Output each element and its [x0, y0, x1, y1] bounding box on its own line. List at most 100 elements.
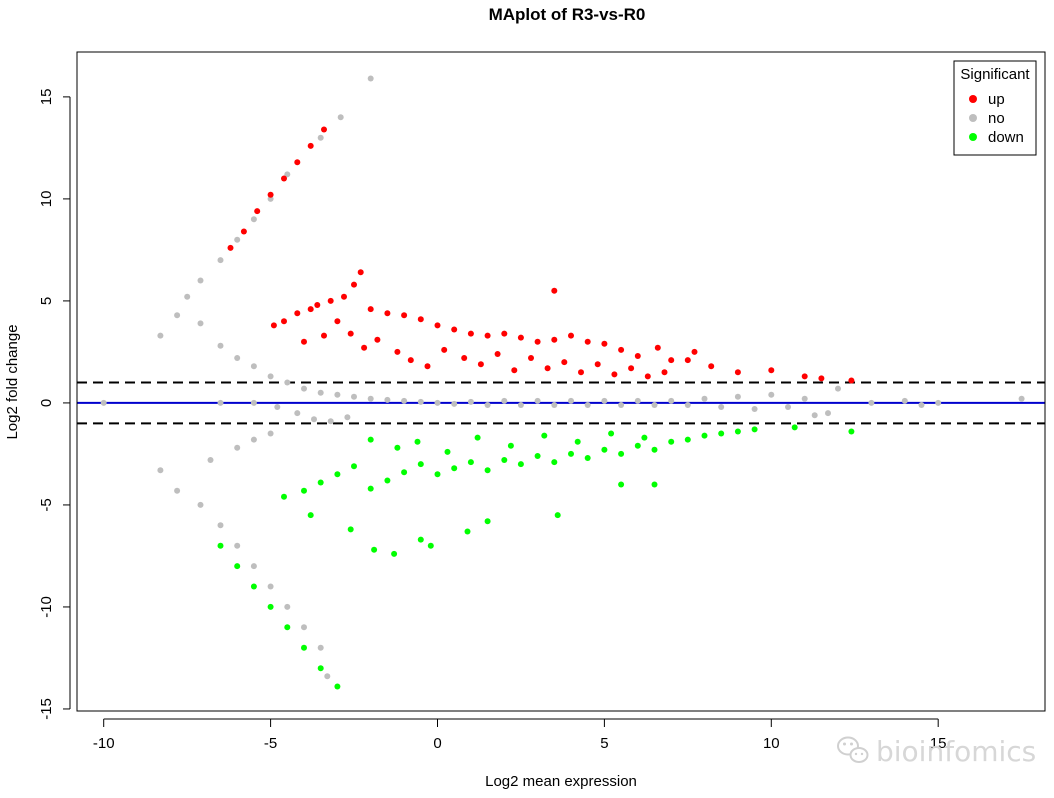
point-down [501, 457, 508, 463]
point-no [367, 75, 374, 82]
point-up [407, 357, 414, 364]
legend-swatch-down [969, 133, 977, 141]
point-no [267, 373, 274, 380]
point-down [444, 448, 451, 455]
point-up [281, 175, 287, 182]
x-tick-label: 10 [763, 735, 780, 752]
point-up [401, 312, 408, 319]
point-no [801, 395, 808, 402]
chart-title: MAplot of R3-vs-R0 [489, 5, 646, 24]
point-no [618, 402, 625, 408]
point-down [267, 603, 274, 610]
point-no [301, 624, 307, 631]
point-up [618, 346, 625, 353]
point-up [357, 269, 364, 276]
point-down [684, 436, 691, 443]
point-no [197, 501, 204, 508]
point-down [307, 512, 314, 519]
point-down [651, 481, 658, 488]
point-up [394, 348, 401, 355]
point-no [274, 404, 281, 410]
point-up [768, 367, 775, 374]
y-tick-label: -10 [38, 596, 55, 618]
x-axis: -10 -5 0 5 10 15 [93, 718, 947, 752]
point-down [250, 583, 257, 590]
point-no [327, 418, 334, 425]
point-up [321, 126, 327, 133]
point-down [427, 542, 434, 549]
y-tick-label: 0 [38, 399, 55, 407]
point-down [301, 644, 307, 651]
point-up [294, 310, 301, 317]
point-no [568, 397, 574, 404]
point-no [367, 395, 374, 402]
x-tick-label: -10 [93, 735, 115, 752]
point-down [467, 459, 474, 466]
point-up [561, 359, 568, 366]
point-no [517, 402, 524, 408]
point-up [451, 326, 458, 333]
point-no [294, 410, 301, 417]
point-down [618, 481, 625, 488]
x-tick-label: -5 [264, 735, 277, 752]
point-up [484, 332, 491, 339]
point-no [324, 673, 331, 680]
point-down [334, 471, 341, 478]
y-axis: -15 -10 -5 0 5 10 15 [38, 89, 71, 720]
point-no [484, 402, 491, 408]
point-down [718, 430, 725, 437]
point-no [668, 397, 675, 404]
point-no [701, 395, 708, 402]
point-no [234, 542, 241, 549]
point-no [1018, 395, 1025, 402]
point-no [451, 400, 458, 407]
point-down [281, 493, 287, 500]
point-up [467, 330, 474, 337]
point-up [661, 369, 668, 376]
point-no [301, 385, 307, 392]
point-up [301, 338, 307, 345]
y-axis-label: Log2 fold change [4, 324, 21, 439]
point-no [250, 216, 257, 223]
y-tick-label: -15 [38, 698, 55, 720]
point-down [451, 465, 458, 472]
point-up [501, 330, 508, 337]
point-no [467, 398, 474, 405]
point-no [768, 391, 775, 398]
point-down [791, 424, 798, 431]
point-down [651, 446, 658, 453]
point-no [317, 389, 324, 396]
point-down [347, 526, 354, 533]
wechat-icon [837, 736, 869, 763]
point-down [551, 459, 558, 466]
point-no [634, 397, 641, 404]
point-down [434, 471, 441, 478]
y-tick-label: 15 [38, 89, 55, 106]
point-no [234, 355, 241, 361]
point-up [281, 318, 287, 325]
point-up [734, 369, 741, 376]
point-up [267, 191, 274, 198]
point-up [424, 363, 431, 370]
point-no [284, 603, 291, 610]
point-no [217, 342, 224, 349]
point-no [684, 402, 691, 408]
reference-lines [77, 381, 1045, 425]
point-no [234, 236, 241, 243]
point-up [611, 371, 618, 378]
point-up [347, 330, 354, 337]
point-no [534, 397, 541, 404]
point-no [157, 467, 164, 474]
watermark-text: bioinfomics [876, 735, 1036, 768]
point-no [334, 391, 341, 398]
point-no [217, 522, 224, 529]
point-no [250, 563, 257, 570]
point-down [334, 683, 341, 690]
point-no [417, 398, 424, 405]
point-up [628, 365, 635, 372]
legend-label-no: no [988, 110, 1005, 127]
point-down [414, 438, 421, 445]
point-down [301, 487, 307, 494]
point-no [918, 402, 925, 408]
